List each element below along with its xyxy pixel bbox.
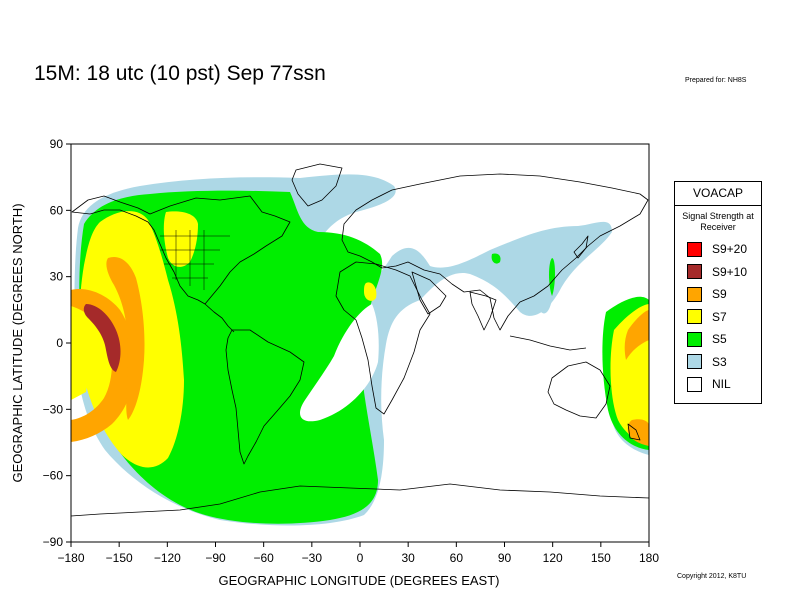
north-america-outline (71, 195, 291, 305)
antarctica-outline (71, 483, 649, 517)
coverage-s9plus10-zone (83, 304, 121, 372)
legend-label: NIL (712, 377, 731, 391)
arabia-outline (411, 271, 447, 315)
south-america-outline (225, 329, 305, 465)
legend-item: S9+10 (687, 264, 747, 280)
y-tick-label: 60 (50, 203, 64, 217)
legend-item: S9 (687, 286, 727, 302)
legend-swatch (687, 241, 702, 257)
legend-label: S9+20 (712, 242, 748, 256)
x-tick-label: −30 (302, 551, 323, 565)
central-america-outline (204, 303, 235, 333)
x-tick-label: 90 (498, 551, 512, 565)
legend-swatch (687, 376, 702, 392)
us-state-grid (160, 230, 230, 290)
continent-outlines (71, 163, 649, 517)
signal-strength-legend: VOACAP Signal Strength at Receiver S9+20… (674, 181, 762, 404)
legend-label: S9 (712, 287, 727, 301)
x-tick-label: 180 (639, 551, 659, 565)
y-axis: 90 60 30 0 −30 −60 −90 (43, 137, 71, 549)
x-tick-label: 0 (357, 551, 364, 565)
legend-label: S5 (712, 332, 727, 346)
coverage-gap-africa (300, 304, 379, 422)
y-tick-label: −90 (43, 535, 64, 549)
india-outline (469, 291, 497, 331)
legend-swatch (687, 309, 702, 324)
x-tick-label: −150 (106, 551, 133, 565)
legend-swatch (687, 286, 702, 302)
legend-item: S3 (687, 354, 727, 370)
x-axis-title: GEOGRAPHIC LONGITUDE (DEGREES EAST) (219, 573, 500, 588)
greenland-outline (291, 163, 343, 207)
y-tick-label: −30 (43, 402, 64, 416)
legend-swatch (687, 354, 702, 369)
new-zealand-outline (627, 423, 641, 441)
y-tick-label: −60 (43, 469, 64, 483)
x-tick-label: 30 (401, 551, 415, 565)
legend-title: VOACAP (675, 182, 761, 206)
eurasia-outline (341, 173, 649, 331)
y-tick-label: 0 (56, 336, 63, 350)
legend-subtitle: Signal Strength at Receiver (682, 211, 754, 232)
legend-label: S9+10 (712, 264, 748, 279)
x-tick-label: −90 (205, 551, 226, 565)
x-tick-label: 150 (591, 551, 611, 565)
y-tick-label: 90 (50, 137, 64, 151)
x-axis: −180 −150 −120 −90 −60 −30 0 30 60 90 120 150 180 (57, 542, 659, 565)
legend-item: S5 (687, 331, 727, 347)
legend-swatch (687, 264, 702, 279)
y-axis-title: GEOGRAPHIC LATITUDE (DEGREES NORTH) (10, 203, 25, 482)
x-tick-label: −120 (154, 551, 181, 565)
y-tick-label: 30 (50, 270, 64, 284)
x-tick-label: 60 (450, 551, 464, 565)
legend-item: S7 (687, 309, 727, 325)
japan-outline (573, 235, 589, 259)
prepared-for-note: Prepared for: NH8S (685, 77, 747, 84)
x-tick-label: −60 (253, 551, 274, 565)
africa-outline (335, 261, 431, 415)
coverage-map-area (71, 163, 649, 526)
indonesia-outline (509, 335, 587, 351)
copyright-note: Copyright 2012, K8TU (677, 573, 747, 580)
legend-label: S3 (712, 354, 727, 369)
legend-item: NIL (687, 376, 731, 392)
legend-swatch (687, 331, 702, 347)
x-tick-label: −180 (57, 551, 84, 565)
legend-item: S9+20 (687, 241, 747, 257)
coverage-s9-zone (71, 256, 649, 446)
australia-outline (547, 361, 611, 419)
map-title: 15M: 18 utc (10 pst) Sep 77ssn (34, 62, 326, 85)
legend-label: S7 (712, 309, 727, 324)
x-tick-label: 120 (543, 551, 563, 565)
